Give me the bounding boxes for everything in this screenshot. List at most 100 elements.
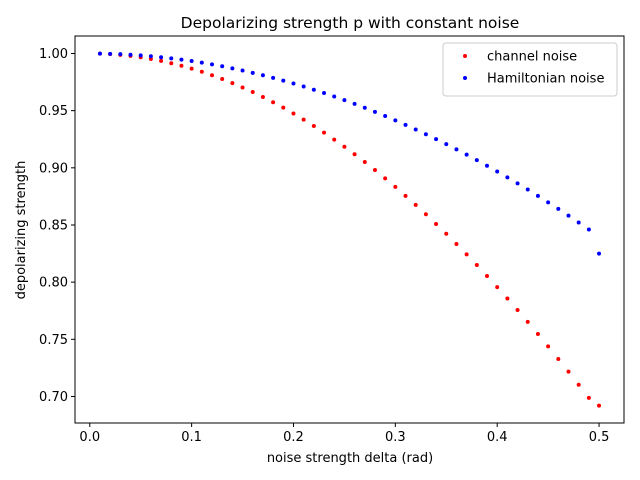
data-point	[118, 52, 123, 57]
data-point	[444, 142, 449, 147]
data-point	[281, 78, 286, 83]
data-point	[301, 117, 306, 122]
data-point	[199, 69, 204, 74]
data-point	[535, 193, 540, 198]
data-point	[250, 90, 255, 95]
data-point	[515, 181, 520, 186]
data-point	[546, 200, 551, 205]
x-tick-label: 0.0	[79, 430, 100, 445]
y-tick-label: 1.00	[39, 47, 68, 62]
data-point	[495, 285, 500, 290]
legend-label-hamiltonian-noise: Hamiltonian noise	[487, 72, 604, 87]
plot-area	[97, 51, 602, 408]
data-point	[260, 73, 265, 78]
data-point	[393, 184, 398, 189]
data-point	[535, 332, 540, 337]
data-point	[108, 51, 113, 56]
data-point	[169, 61, 174, 66]
data-point	[128, 52, 133, 57]
data-point	[566, 369, 571, 374]
data-point	[362, 105, 367, 110]
data-point	[230, 66, 235, 71]
data-point	[556, 356, 561, 361]
data-point	[372, 109, 377, 114]
data-point	[240, 68, 245, 73]
data-point	[311, 123, 316, 128]
data-point	[576, 220, 581, 225]
data-point	[372, 167, 377, 172]
data-point	[464, 252, 469, 257]
x-axis-label: noise strength delta (rad)	[267, 451, 433, 466]
data-point	[260, 95, 265, 100]
axes-frame	[74, 35, 625, 424]
data-point	[332, 94, 337, 99]
data-point	[159, 58, 164, 63]
data-point	[209, 73, 214, 78]
data-point	[485, 273, 490, 278]
data-point	[403, 193, 408, 198]
y-tick-label: 0.95	[39, 104, 68, 119]
data-point	[220, 64, 225, 69]
data-point	[250, 70, 255, 75]
data-point	[189, 66, 194, 71]
data-point	[179, 63, 184, 68]
data-point	[413, 202, 418, 207]
data-point	[566, 213, 571, 218]
data-point	[383, 176, 388, 181]
data-point	[291, 81, 296, 86]
data-point	[362, 159, 367, 164]
data-point	[495, 169, 500, 174]
x-tick-label: 0.4	[487, 430, 508, 445]
legend-label-channel-noise: channel noise	[487, 50, 577, 65]
y-tick-label: 0.80	[39, 276, 68, 291]
data-point	[220, 76, 225, 81]
data-point	[291, 111, 296, 116]
data-point	[159, 55, 164, 60]
data-point	[586, 395, 591, 400]
data-point	[352, 152, 357, 157]
data-point	[576, 382, 581, 387]
data-point	[546, 344, 551, 349]
data-point	[434, 221, 439, 226]
data-point	[271, 75, 276, 80]
data-point	[383, 114, 388, 119]
data-point	[515, 308, 520, 313]
chart-title: Depolarizing strength p with constant no…	[181, 14, 520, 32]
x-axis: 0.0 0.1 0.2 0.3 0.4 0.5	[79, 423, 609, 445]
data-point	[311, 87, 316, 92]
x-tick-label: 0.5	[589, 430, 610, 445]
data-point	[556, 206, 561, 211]
data-point	[464, 152, 469, 157]
data-point	[138, 53, 143, 58]
y-tick-label: 0.75	[39, 333, 68, 348]
data-point	[179, 57, 184, 62]
data-point	[281, 105, 286, 110]
series-hamiltonian-noise	[97, 51, 602, 256]
data-point	[301, 84, 306, 89]
data-point	[169, 56, 174, 61]
data-point	[342, 98, 347, 103]
data-point	[271, 100, 276, 105]
data-point	[199, 60, 204, 65]
y-tick-label: 0.90	[39, 161, 68, 176]
data-point	[148, 56, 153, 61]
data-point	[454, 147, 459, 152]
data-point	[240, 85, 245, 90]
x-tick-label: 0.3	[385, 430, 406, 445]
data-point	[322, 91, 327, 96]
data-point	[586, 227, 591, 232]
legend-box	[442, 42, 618, 97]
data-point	[454, 241, 459, 246]
data-point	[423, 212, 428, 217]
data-point	[413, 127, 418, 132]
data-point	[189, 59, 194, 64]
legend: channel noise Hamiltonian noise	[442, 42, 618, 97]
data-point	[444, 231, 449, 236]
data-point	[332, 137, 337, 142]
x-tick-label: 0.2	[283, 430, 304, 445]
data-point	[209, 62, 214, 67]
data-point	[97, 51, 102, 56]
legend-marker-hamiltonian-noise	[463, 76, 467, 80]
data-point	[474, 158, 479, 163]
